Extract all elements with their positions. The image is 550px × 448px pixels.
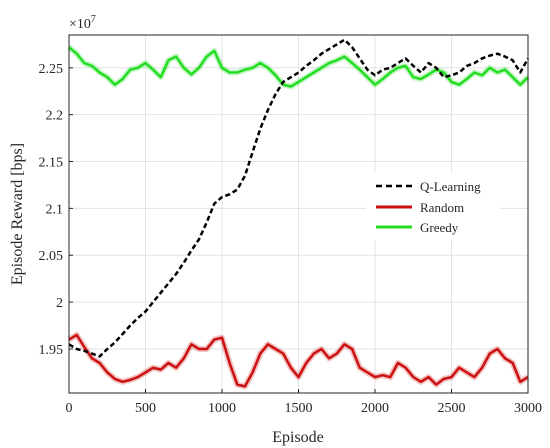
legend-item-greedy: Greedy bbox=[376, 220, 459, 235]
ticks: 0 500 1000 1500 2000 2500 3000 1.95 2 2.05 2.1 2.15… bbox=[39, 62, 543, 416]
y-exponent-label: ×107 bbox=[69, 14, 96, 32]
x-tick-label: 2500 bbox=[438, 401, 466, 416]
series-line-random bbox=[68, 333, 529, 388]
y-tick-label: 2.15 bbox=[39, 156, 64, 171]
series-line-q-learning bbox=[68, 38, 530, 358]
x-tick-label: 1500 bbox=[285, 401, 313, 416]
y-tick-label: 1.95 bbox=[39, 343, 64, 358]
y-axis-label: Episode Reward [bps] bbox=[9, 143, 26, 285]
legend-label-greedy: Greedy bbox=[420, 220, 459, 235]
series-layer bbox=[67, 38, 531, 390]
y-tick-label: 2.25 bbox=[39, 62, 64, 77]
y-tick-label: 2.2 bbox=[46, 109, 64, 124]
legend-item-q-learning: Q-Learning bbox=[376, 179, 481, 194]
legend: Q-Learning Random Greedy bbox=[366, 172, 500, 240]
x-tick-label: 500 bbox=[135, 401, 156, 416]
x-tick-label: 1000 bbox=[208, 401, 236, 416]
y-tick-label: 2 bbox=[56, 296, 63, 311]
x-axis-label: Episode bbox=[272, 429, 324, 446]
y-tick-label: 2.1 bbox=[46, 202, 64, 217]
y-exponent-base: ×10 bbox=[69, 17, 91, 32]
y-tick-label: 2.05 bbox=[39, 249, 64, 264]
y-exponent-power: 7 bbox=[91, 14, 96, 25]
series-line-greedy bbox=[68, 46, 529, 88]
legend-label-q-learning: Q-Learning bbox=[420, 179, 481, 194]
legend-item-random: Random bbox=[376, 200, 464, 215]
legend-label-random: Random bbox=[420, 200, 464, 215]
x-tick-label: 0 bbox=[66, 401, 73, 416]
x-tick-label: 3000 bbox=[514, 401, 542, 416]
x-tick-label: 2000 bbox=[361, 401, 389, 416]
